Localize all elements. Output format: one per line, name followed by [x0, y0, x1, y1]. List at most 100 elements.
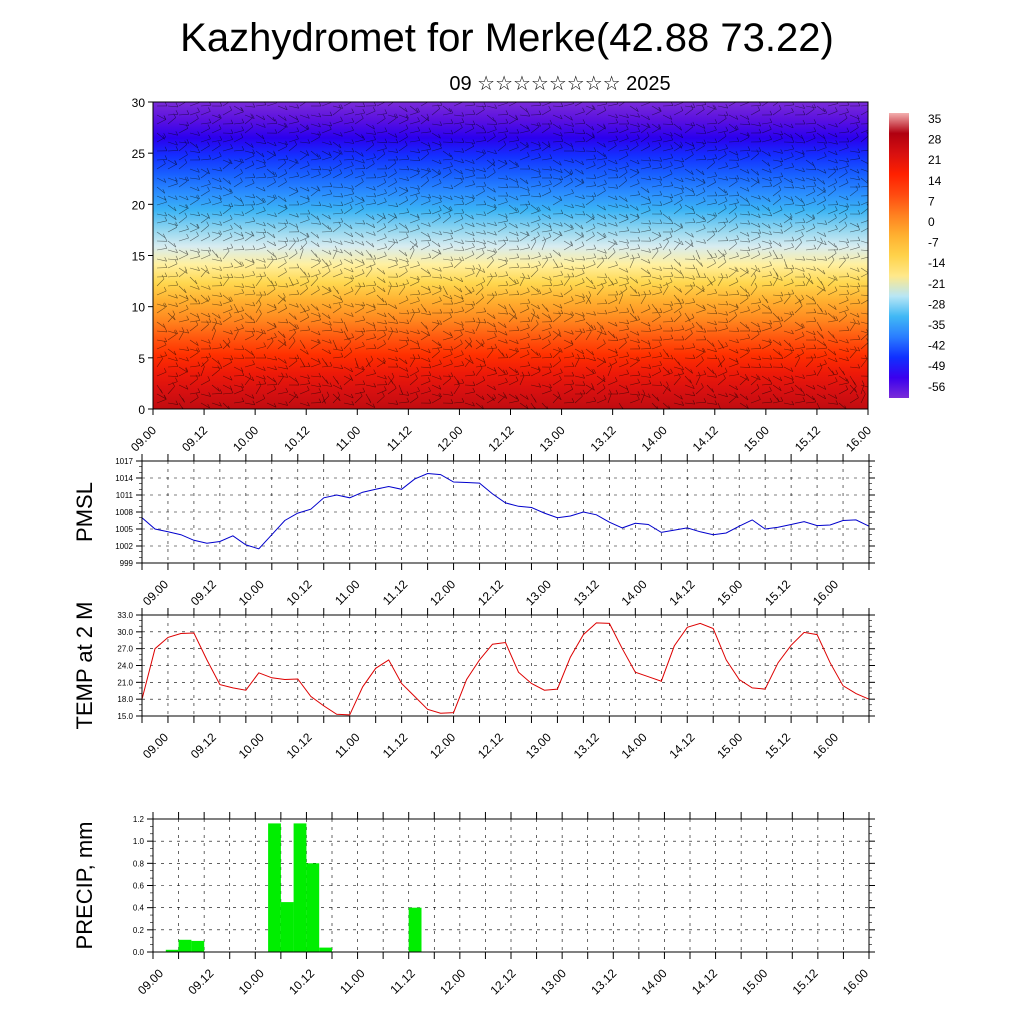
wind-barb-flag — [196, 186, 200, 192]
wind-barb-flag — [723, 131, 727, 137]
wind-barb — [805, 330, 816, 336]
wind-barb-flag — [514, 207, 518, 212]
wind-barb-flag — [713, 393, 717, 399]
wind-barb — [585, 295, 592, 305]
wind-barb — [563, 258, 574, 262]
wind-barb-flag — [527, 243, 530, 248]
wind-barb-flag — [334, 345, 338, 350]
wind-barb — [299, 316, 309, 323]
wind-barb — [255, 346, 266, 350]
wind-barb — [849, 229, 860, 233]
wind-barb-flag — [395, 148, 399, 153]
wind-barb-flag — [747, 326, 751, 332]
wind-barb-flag — [228, 158, 231, 163]
wind-barb — [541, 158, 552, 161]
wind-barb-flag — [395, 356, 398, 361]
wind-barb-flag — [681, 335, 685, 341]
wind-barb — [189, 365, 200, 368]
wind-barb-flag — [516, 279, 519, 284]
wind-barb-flag — [230, 144, 233, 149]
wind-barb-flag — [697, 371, 701, 377]
wind-barb-flag — [362, 260, 365, 265]
wind-barb-flag — [559, 375, 562, 380]
wind-barb — [706, 384, 715, 393]
wind-barb — [321, 365, 333, 368]
wind-barb — [387, 285, 392, 296]
wind-barb-flag — [516, 98, 518, 102]
wind-barb-flag — [395, 260, 398, 265]
wind-barb-flag — [391, 380, 394, 385]
wind-barb-flag — [448, 152, 452, 158]
wind-barb-flag — [692, 281, 696, 287]
wind-barb — [684, 357, 696, 359]
wind-barb — [860, 267, 868, 273]
wind-barb-flag — [778, 194, 781, 199]
wind-barb-flag — [323, 399, 326, 404]
wind-barb-flag — [472, 269, 475, 274]
wind-barb-flag — [808, 273, 811, 278]
wind-barb — [354, 112, 365, 116]
wind-barb — [585, 257, 596, 260]
wind-barb — [288, 395, 297, 404]
wind-barb-flag — [174, 259, 178, 264]
wind-barb-flag — [197, 168, 200, 173]
wind-barb — [794, 156, 805, 161]
wind-barb-flag — [678, 238, 681, 243]
wind-barb — [772, 300, 783, 305]
wind-barb-flag — [425, 325, 428, 330]
wind-barb — [464, 184, 475, 188]
wind-barb — [277, 366, 288, 370]
wind-barb-flag — [593, 325, 597, 330]
wind-barb-flag — [637, 179, 640, 184]
wind-barb — [706, 357, 718, 359]
wind-barb-flag — [417, 185, 420, 190]
wind-barb — [783, 390, 794, 395]
wind-barb-flag — [516, 245, 520, 250]
wind-barb — [827, 209, 838, 215]
wind-barb — [244, 263, 255, 269]
wind-barb — [541, 236, 552, 242]
wind-barb — [629, 258, 635, 269]
wind-barb — [244, 208, 254, 215]
wind-barb — [706, 202, 717, 206]
wind-barb — [398, 177, 409, 181]
wind-barb-flag — [648, 162, 652, 167]
wind-barb — [860, 330, 868, 334]
wind-barb — [409, 240, 418, 248]
wind-barb — [431, 276, 442, 279]
wind-barb-flag — [582, 203, 585, 208]
wind-barb-flag — [427, 357, 431, 363]
wind-barb — [354, 249, 364, 256]
wind-barb — [827, 189, 836, 197]
wind-barb — [607, 299, 618, 305]
wind-barb-flag — [361, 269, 365, 274]
wind-barb — [651, 355, 662, 359]
wind-barb-flag — [473, 102, 476, 106]
wind-barb — [717, 186, 727, 194]
wind-barb-flag — [757, 206, 760, 211]
wind-barb — [706, 292, 717, 296]
wind-barb — [255, 313, 262, 323]
wind-barb — [541, 334, 551, 341]
wind-barb-flag — [472, 300, 476, 306]
wind-barb-flag — [272, 194, 276, 200]
wind-barb — [827, 402, 838, 405]
wind-barb-flag — [670, 271, 674, 277]
wind-barb-flag — [263, 173, 267, 178]
heatmap-xtick-label: 12.12 — [485, 423, 516, 454]
wind-barb-flag — [163, 367, 167, 373]
wind-barb — [266, 284, 278, 287]
wind-barb-flag — [483, 239, 486, 244]
wind-barb-flag — [206, 297, 209, 302]
wind-barb — [288, 357, 300, 359]
wind-barb-flag — [869, 192, 871, 196]
wind-barb-flag — [620, 290, 623, 295]
wind-barb-flag — [735, 177, 738, 182]
wind-barb-flag — [569, 170, 573, 176]
wind-barb-flag — [219, 281, 223, 286]
wind-barb — [387, 331, 393, 341]
wind-barb-flag — [516, 136, 520, 141]
wind-barb-flag — [340, 104, 343, 109]
wind-barb-flag — [790, 348, 793, 353]
wind-barb — [442, 378, 451, 386]
